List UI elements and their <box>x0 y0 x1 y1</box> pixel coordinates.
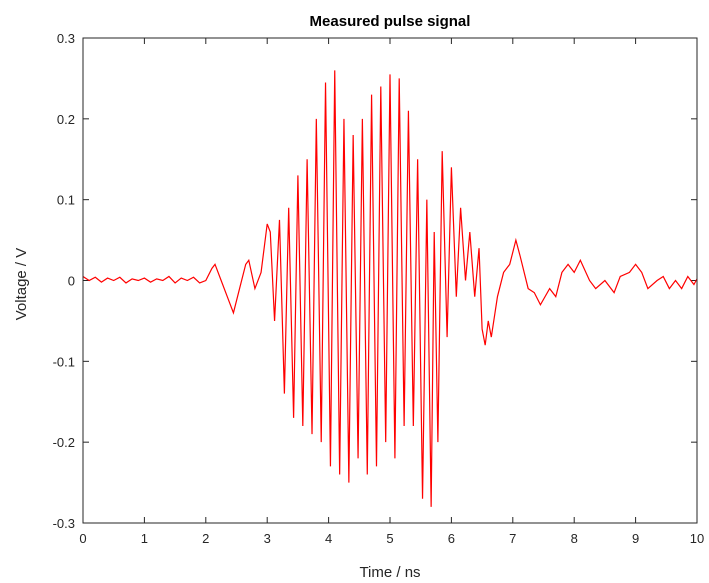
plot-frame <box>82 37 698 524</box>
x-tick-label: 7 <box>509 531 516 546</box>
tick-labels: 0 1 2 3 4 5 6 7 8 9 10 -0.3 -0.2 -0.1 0 0.1 0.2 0.3 <box>53 31 705 546</box>
y-tick-label: 0 <box>68 274 75 289</box>
x-tick-label: 2 <box>202 531 209 546</box>
x-tick-label: 10 <box>690 531 704 546</box>
x-tick-label: 4 <box>325 531 332 546</box>
x-tick-label: 9 <box>632 531 639 546</box>
x-tick-label: 1 <box>141 531 148 546</box>
x-tick-label: 0 <box>79 531 86 546</box>
x-tick-label: 8 <box>571 531 578 546</box>
y-tick-label: -0.3 <box>53 516 75 531</box>
x-axis-label: Time / ns <box>359 564 420 581</box>
y-tick-label: 0.2 <box>57 112 75 127</box>
y-tick-label: -0.2 <box>53 435 75 450</box>
y-tick-label: 0.3 <box>57 31 75 46</box>
x-tick-label: 3 <box>264 531 271 546</box>
series-line <box>82 70 698 507</box>
y-axis-label: Voltage / V <box>13 248 30 321</box>
x-tick-label: 5 <box>386 531 393 546</box>
x-tick-label: 6 <box>448 531 455 546</box>
y-tick-label: 0.1 <box>57 193 75 208</box>
y-tick-label: -0.1 <box>53 354 75 369</box>
chart-title: Measured pulse signal <box>310 13 471 30</box>
